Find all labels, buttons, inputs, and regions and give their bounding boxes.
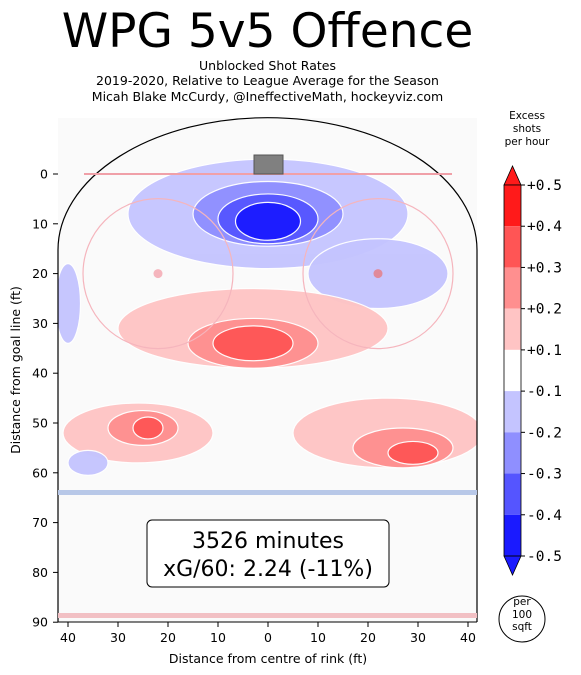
- summary-minutes: 3526 minutes: [192, 529, 344, 554]
- subtitle-line-1: Unblocked Shot Rates: [199, 58, 336, 73]
- y-tick-label: 30: [32, 316, 48, 331]
- colorbar-segment: [504, 391, 521, 433]
- y-tick-label: 70: [32, 515, 48, 530]
- heatmap-region: [67, 449, 109, 476]
- heatmap-region: [234, 201, 302, 241]
- y-tick-label: 60: [32, 465, 48, 480]
- y-tick-label: 40: [32, 366, 48, 381]
- heatmap-region: [387, 440, 439, 465]
- faceoff-circle-left: [82, 198, 234, 350]
- colorbar-frame: [503, 184, 522, 557]
- x-tick-label: 20: [360, 630, 376, 645]
- unit-note-line-1: per: [513, 596, 531, 608]
- colorbar-title-line-2: shots: [512, 123, 542, 135]
- blue-line: [58, 490, 477, 495]
- colorbar-tick-label: +0.4: [527, 219, 562, 235]
- unit-note-circle: [498, 595, 546, 643]
- rink-markings: [57, 117, 478, 622]
- colorbar-tick-label: -0.3: [527, 467, 562, 483]
- chart-title: WPG 5v5 Offence: [61, 4, 474, 59]
- heatmap-regions: [58, 158, 477, 476]
- colorbar-tick-label: +0.2: [527, 302, 562, 318]
- colorbar-title-line-1: Excess: [509, 110, 545, 122]
- y-tick-label: 10: [32, 216, 48, 231]
- x-tick-label: 10: [210, 630, 226, 645]
- x-tick-label: 30: [110, 630, 126, 645]
- heatmap-region: [212, 325, 294, 362]
- colorbar-extend-bottom: [503, 555, 522, 576]
- unit-note-line-2: 100: [511, 608, 533, 621]
- y-tick-label: 0: [40, 167, 48, 182]
- colorbar-extend-top: [503, 165, 522, 186]
- colorbar-tick-label: +0.3: [527, 260, 562, 276]
- heatmap-region: [58, 263, 82, 344]
- faceoff-dot-right: [373, 269, 383, 279]
- x-tick-label: 40: [460, 630, 476, 645]
- x-tick-label: 20: [160, 630, 176, 645]
- summary-box: 3526 minutes xG/60: 2.24 (-11%): [146, 519, 390, 588]
- summary-xg: xG/60: 2.24 (-11%): [163, 557, 373, 582]
- y-tick-label: 80: [32, 565, 48, 580]
- colorbar-segment: [504, 267, 521, 309]
- x-axis-label: Distance from centre of rink (ft): [169, 651, 367, 666]
- colorbar-tick-label: +0.1: [527, 343, 562, 359]
- faceoff-circle-right: [302, 198, 454, 350]
- goal-net: [253, 154, 284, 175]
- colorbar-segment: [504, 349, 521, 392]
- colorbar-segment: [504, 514, 521, 556]
- colorbar-tick-label: -0.5: [527, 549, 562, 565]
- colorbar-tick-label: -0.1: [527, 384, 562, 400]
- colorbar-segment: [504, 226, 521, 268]
- y-axis-label: Distance from goal line (ft): [8, 286, 23, 454]
- x-tick-label: 40: [60, 630, 76, 645]
- colorbar-segment: [504, 308, 521, 350]
- colorbar: +0.5 +0.4 +0.3 +0.2 +0.1 -0.1 -0.2 -0.3 -0.4 -0.5: [498, 165, 562, 643]
- colorbar-tick-label: -0.4: [527, 508, 562, 524]
- summary-box-frame: [146, 519, 390, 588]
- unit-note-line-3: sqft: [512, 621, 532, 633]
- y-tick-label: 90: [32, 615, 48, 630]
- x-tick-label: 30: [410, 630, 426, 645]
- x-tick-label: 0: [264, 630, 272, 645]
- colorbar-segment: [504, 473, 521, 515]
- colorbar-segment: [504, 432, 521, 474]
- y-tick-label: 20: [32, 266, 48, 281]
- subtitle-line-2: 2019-2020, Relative to League Average fo…: [96, 73, 439, 88]
- unit-note: per 100 sqft: [499, 596, 545, 634]
- subtitle-line-3: Micah Blake McCurdy, @IneffectiveMath, h…: [91, 89, 444, 104]
- colorbar-title-line-3: per hour: [504, 136, 550, 148]
- colorbar-title: Excess shots per hour: [497, 110, 557, 149]
- colorbar-tick-label: -0.2: [527, 425, 562, 441]
- x-tick-label: 10: [310, 630, 326, 645]
- y-tick-label: 50: [32, 416, 48, 431]
- colorbar-segment: [504, 185, 521, 227]
- heatmap-region: [132, 416, 164, 440]
- rink-boards: [57, 117, 478, 258]
- faceoff-dot-left: [153, 269, 163, 279]
- axes: 40 30 20 10 0 10 20 30 40 0 10 20 30 40 50 60 70 80 90 Dist…: [8, 167, 477, 666]
- colorbar-tick-label: +0.5: [527, 178, 562, 194]
- centre-red-line: [58, 613, 477, 618]
